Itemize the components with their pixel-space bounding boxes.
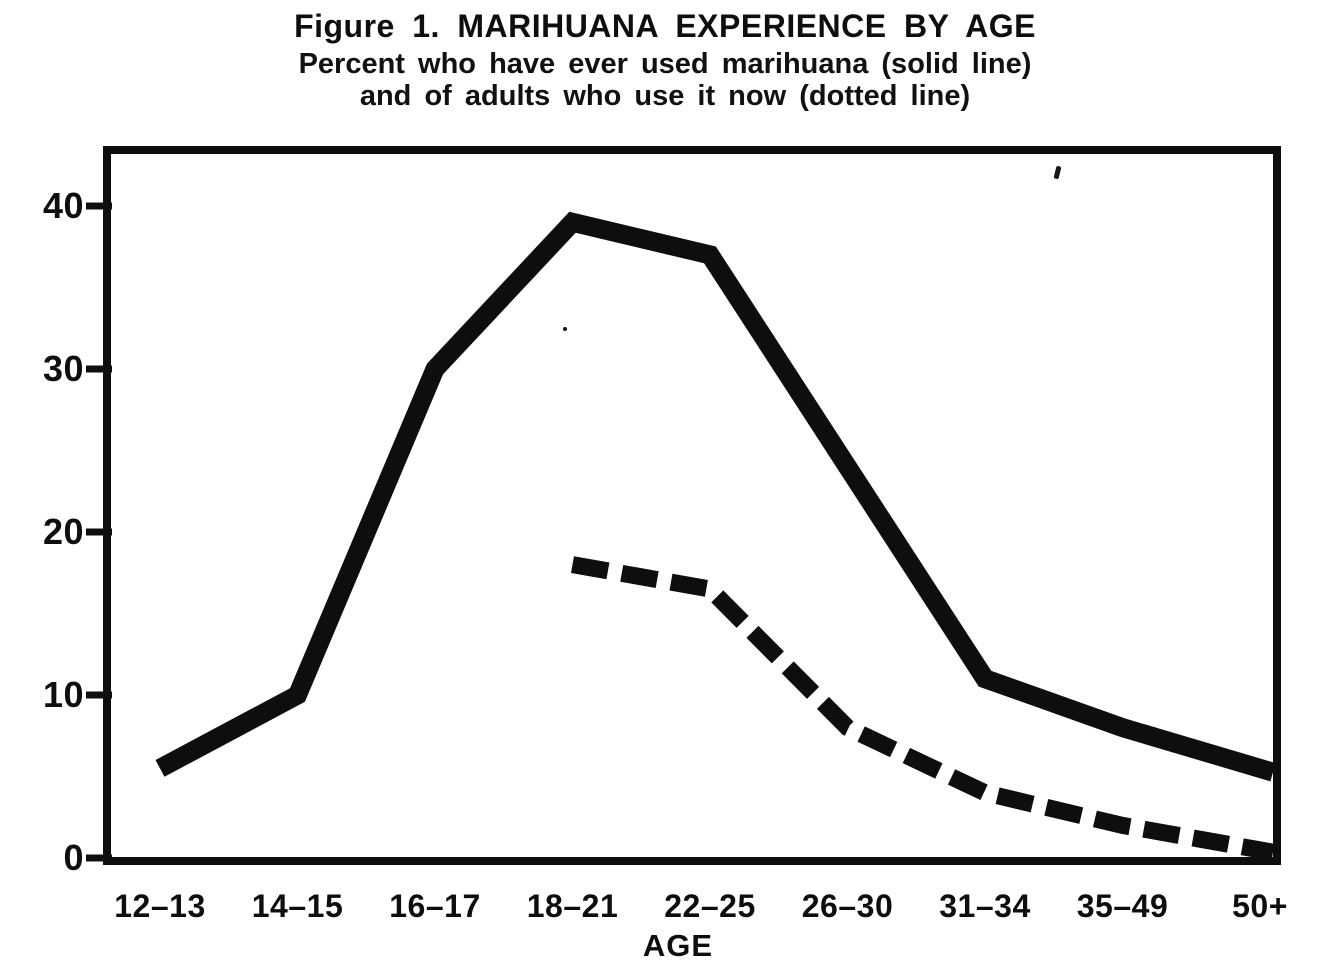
x-tick-label: 31–34	[939, 888, 1030, 924]
x-tick-label: 14–15	[252, 888, 343, 924]
y-tick-label: 10	[43, 674, 84, 715]
x-tick-label: 22–25	[664, 888, 755, 924]
x-tick-label: 16–17	[389, 888, 480, 924]
y-tick-label: 40	[43, 185, 84, 226]
x-tick-label: 18–21	[527, 888, 618, 924]
y-tick-label: 30	[43, 348, 84, 389]
x-tick-label: 50+	[1232, 888, 1288, 924]
scan-artifact	[563, 327, 567, 331]
y-tick-label: 20	[43, 511, 84, 552]
plot-border	[103, 146, 1281, 865]
x-tick-label: 26–30	[802, 888, 893, 924]
series-use-now-line	[571, 556, 1275, 861]
x-tick-label: 35–49	[1077, 888, 1168, 924]
series-ever-used-line	[155, 211, 1276, 782]
y-tick-label: 0	[63, 837, 84, 878]
x-tick-label: 12–13	[114, 888, 205, 924]
x-axis-title: AGE	[643, 928, 713, 963]
